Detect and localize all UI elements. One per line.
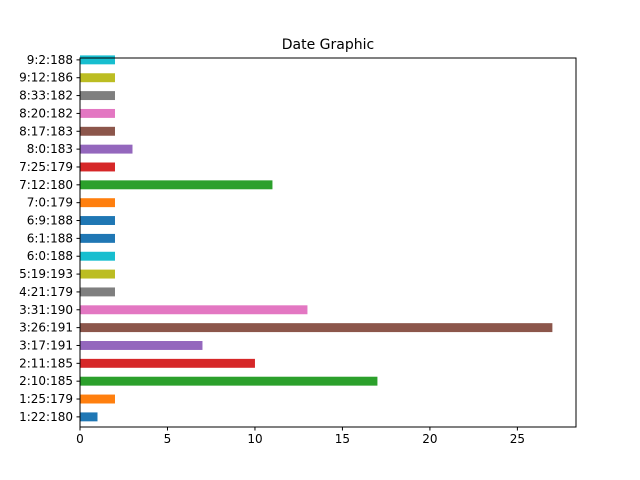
y-tick-label: 3:26:191 — [19, 321, 73, 335]
y-tick-label: 3:17:191 — [19, 338, 73, 352]
y-tick-label: 8:17:183 — [19, 124, 73, 138]
bar-2:10:185 — [80, 376, 378, 386]
bar-1:22:180 — [80, 412, 98, 422]
x-tick-label: 5 — [164, 432, 172, 446]
plot-frame — [79, 57, 577, 428]
bar-4:21:179 — [80, 287, 115, 297]
x-tick-label: 20 — [422, 432, 437, 446]
y-tick-label: 9:2:188 — [27, 53, 73, 67]
y-tick-label: 9:12:186 — [19, 71, 73, 85]
bar-8:20:182 — [80, 108, 115, 118]
bar-3:26:191 — [80, 323, 553, 333]
bar-8:0:183 — [80, 144, 133, 154]
bar-5:19:193 — [80, 269, 115, 279]
bar-3:31:190 — [80, 305, 308, 315]
y-tick-label: 2:11:185 — [19, 356, 73, 370]
bar-7:0:179 — [80, 198, 115, 208]
bar-7:12:180 — [80, 180, 273, 190]
y-tick-label: 2:10:185 — [19, 374, 73, 388]
bar-9:12:186 — [80, 73, 115, 83]
x-tick-label: 15 — [335, 432, 350, 446]
y-tick-label: 8:20:182 — [19, 106, 73, 120]
y-tick-label: 6:0:188 — [27, 249, 73, 263]
y-tick-label: 7:12:180 — [19, 178, 73, 192]
y-tick-label: 6:9:188 — [27, 214, 73, 228]
bar-6:9:188 — [80, 216, 115, 225]
bar-6:1:188 — [80, 233, 115, 243]
bar-8:17:183 — [80, 126, 115, 136]
bar-1:25:179 — [80, 394, 115, 404]
y-tick-label: 1:22:180 — [19, 410, 73, 424]
bar-2:11:185 — [80, 358, 255, 368]
y-axis-ticks: 1:22:180 1:25:179 2:10:185 2:11:185 3:17:191… — [19, 53, 80, 424]
x-tick-label: 25 — [510, 432, 525, 446]
y-tick-label: 7:0:179 — [27, 196, 73, 210]
bar-9:2:188 — [80, 55, 115, 65]
y-tick-label: 3:31:190 — [19, 303, 73, 317]
chart-title: Date Graphic — [282, 37, 374, 53]
y-tick-label: 4:21:179 — [19, 285, 73, 299]
y-tick-label: 1:25:179 — [19, 392, 73, 406]
y-tick-label: 5:19:193 — [19, 267, 73, 281]
bars-group — [80, 55, 553, 422]
bar-6:0:188 — [80, 251, 115, 261]
bar-8:33:182 — [80, 91, 115, 101]
bar-7:25:179 — [80, 162, 115, 172]
bar-3:17:191 — [80, 341, 203, 350]
x-tick-label: 0 — [76, 432, 84, 446]
x-axis-ticks: 0 5 10 15 20 25 — [76, 427, 525, 446]
x-tick-label: 10 — [247, 432, 262, 446]
y-tick-label: 8:0:183 — [27, 142, 73, 156]
y-tick-label: 8:33:182 — [19, 89, 73, 103]
y-tick-label: 7:25:179 — [19, 160, 73, 174]
y-tick-label: 6:1:188 — [27, 231, 73, 245]
